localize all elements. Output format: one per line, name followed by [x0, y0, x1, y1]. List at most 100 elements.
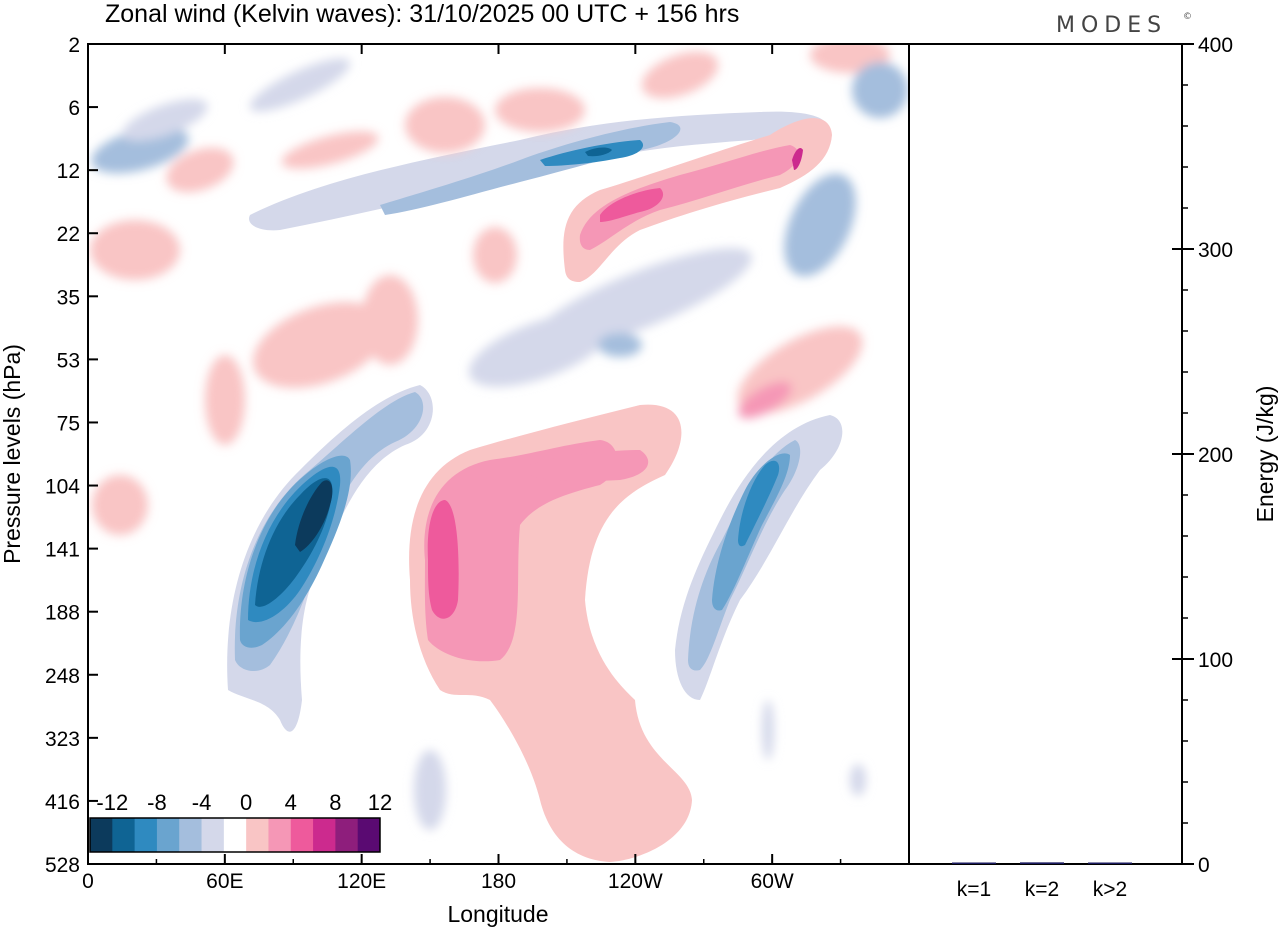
patch-pos-west-low [92, 475, 148, 535]
patch-pos-6hpa-east [495, 88, 585, 132]
patch-pos-22hpa-west [90, 220, 180, 280]
patch-neg-416hpa-mid [414, 750, 446, 830]
energy-panel: 0 100 200 300 400 k=1 k=2 k>2 Energy (J/kg) [908, 34, 1278, 901]
patch-pos-west-upper [252, 302, 388, 388]
y-tick-label: 53 [57, 349, 80, 372]
x-tick-label: 180 [481, 870, 516, 893]
energy-tick-label: 0 [1198, 854, 1210, 877]
y-axis-title: Pressure levels (hPa) [0, 344, 25, 564]
patch-neg-2hpa-east [852, 62, 908, 118]
x-tick-label: 120W [608, 870, 663, 893]
energy-axis: 0 100 200 300 400 [1172, 34, 1233, 877]
colorbar-label: 4 [285, 790, 297, 815]
colorbar-label: -4 [192, 790, 212, 815]
colorbar-label: -12 [96, 790, 128, 815]
colorbar-label: -8 [147, 790, 167, 815]
colorbar-swatch [112, 818, 136, 852]
y-tick-label: 75 [57, 412, 80, 435]
energy-bar [1088, 862, 1132, 864]
y-tick-label: 528 [45, 854, 80, 877]
colorbar-swatch [90, 818, 113, 852]
colorbar-label: 12 [368, 790, 392, 815]
energy-bar [952, 862, 996, 864]
contour-pos4-mid [424, 440, 617, 662]
chart-title: Zonal wind (Kelvin waves): 31/10/2025 00… [105, 0, 739, 28]
energy-tick-label: 300 [1198, 239, 1233, 262]
heatmap-ticks: 0 60E 120E 180 120W 60W 2 6 12 22 35 53 75 104 141 188 2… [45, 34, 910, 893]
contour-pos6-strat [600, 188, 664, 222]
colorbar-swatch [179, 818, 203, 852]
y-tick-label: 104 [45, 476, 80, 499]
contour-neg12-strat [585, 147, 612, 157]
wind-feature-weak-patches [90, 44, 908, 830]
colorbar-label: 0 [240, 790, 252, 815]
colorbar-swatch [156, 818, 180, 852]
x-tick-label: 60W [751, 870, 794, 893]
patch-neg-22hpa-east [784, 173, 856, 277]
y-tick-label: 248 [45, 665, 80, 688]
colorbar-swatch [201, 818, 225, 852]
brand-logo: MODES © [1056, 12, 1192, 38]
contour-pos4-strat [579, 145, 799, 250]
x-tick-label: 0 [82, 870, 94, 893]
patch-pos-75hpa-east-core [738, 381, 792, 419]
contour-pos4-upper [530, 450, 649, 482]
x-axis-title: Longitude [447, 901, 548, 927]
colorbar-swatch [134, 818, 158, 852]
x-tick-label: 120E [337, 870, 386, 893]
energy-category-label: k=2 [1025, 878, 1059, 901]
energy-tick-label: 400 [1198, 34, 1233, 57]
patch-pos-6hpa-west [281, 131, 379, 169]
colorbar: -12 -8 -4 0 4 8 12 [89, 790, 392, 853]
patch-pos-west-mid [205, 355, 245, 445]
energy-tick-label: 200 [1198, 444, 1233, 467]
patch-neg-53hpa-mid [468, 313, 612, 387]
y-tick-label: 22 [57, 223, 80, 246]
patch-pos-35hpa-mid [473, 227, 517, 283]
contour-neg12 [295, 480, 333, 552]
energy-bar [1020, 862, 1064, 864]
contour-pos6-core [427, 500, 459, 619]
wind-feature-stratosphere [249, 111, 832, 282]
contour-neg8-east [738, 460, 780, 547]
patch-pos-west-upper-2 [362, 275, 418, 365]
colorbar-label: 8 [329, 790, 341, 815]
energy-tick-label: 100 [1198, 649, 1233, 672]
patch-pos-2hpa-mid [641, 51, 719, 99]
y-tick-label: 188 [45, 602, 80, 625]
energy-frame [908, 43, 1183, 865]
wind-feature-positive-central [409, 404, 692, 862]
energy-category-label: k=1 [957, 878, 991, 901]
y-tick-label: 2 [68, 34, 80, 57]
patch-neg-53hpa-core [598, 333, 642, 357]
colorbar-swatch [335, 818, 359, 852]
wind-feature-negative-west [227, 385, 433, 732]
energy-bars: k=1 k=2 k>2 [952, 862, 1132, 901]
y-tick-label: 416 [45, 791, 80, 814]
y-tick-label: 323 [45, 728, 80, 751]
colorbar-frame [89, 817, 381, 853]
colorbar-swatch [357, 818, 381, 852]
energy-category-label: k>2 [1093, 878, 1127, 901]
patch-neg-323hpa-east [762, 700, 774, 760]
y-tick-label: 6 [68, 97, 80, 120]
patch-neg-416hpa-east [850, 764, 866, 796]
patch-neg-12hpa-west [91, 126, 189, 174]
colorbar-swatch [313, 818, 336, 852]
colorbar-swatch [223, 818, 247, 852]
y-tick-label: 12 [57, 160, 80, 183]
colorbar-swatch [246, 818, 269, 852]
patch-pos-6hpa-mid [405, 97, 485, 153]
colorbar-swatch [290, 818, 314, 852]
colorbar-swatch [268, 818, 292, 852]
wind-feature-negative-east [675, 415, 843, 700]
contour-pos8-strat [792, 148, 803, 170]
brand-name: MODES [1056, 13, 1167, 38]
heatmap-panel: 0 60E 120E 180 120W 60W 2 6 12 22 35 53 75 104 141 188 2… [45, 34, 910, 893]
x-tick-label: 60E [206, 870, 243, 893]
y-tick-label: 35 [57, 286, 80, 309]
energy-axis-title: Energy (J/kg) [1252, 386, 1278, 523]
wind-field [90, 44, 908, 862]
patch-neg-6hpa-west [122, 99, 208, 141]
